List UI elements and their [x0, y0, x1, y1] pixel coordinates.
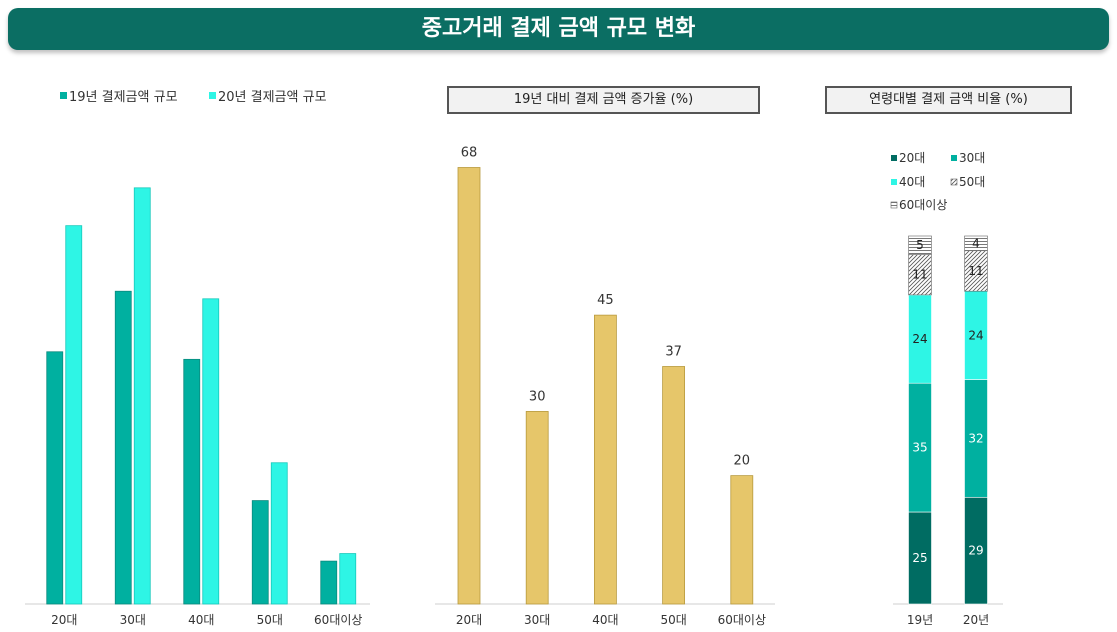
legend-label: 20대 [899, 151, 925, 165]
bar-20-4 [339, 553, 357, 605]
x-tick-label: 60대이상 [718, 613, 766, 627]
legend-label: 50대 [959, 175, 985, 189]
stack-label: 29 [968, 544, 983, 558]
stack-label: 35 [912, 441, 927, 455]
bar-20-0 [65, 225, 83, 605]
x-tick-label: 20대 [51, 613, 77, 627]
bar-19-4 [320, 560, 338, 605]
x-tick-label: 50대 [257, 613, 283, 627]
data-label: 20 [734, 454, 751, 469]
bar-19-0 [46, 351, 64, 605]
legend-label: 30대 [959, 151, 985, 165]
x-tick-label: 30대 [524, 613, 550, 627]
bar-20-3 [270, 462, 288, 605]
x-tick-label: 40대 [592, 613, 618, 627]
legend-label: 40대 [899, 175, 925, 189]
growth-bar-2 [594, 314, 617, 605]
data-label: 30 [529, 389, 546, 404]
data-label: 37 [665, 344, 682, 359]
legend-swatch [951, 155, 957, 161]
x-tick-label: 40대 [188, 613, 214, 627]
growth-bar-4 [730, 475, 754, 605]
x-tick-label: 19년 [907, 613, 933, 627]
x-tick-label: 30대 [120, 613, 146, 627]
legend-label: 20년 결제금액 규모 [218, 90, 327, 105]
x-tick-label: 50대 [660, 613, 686, 627]
legend-swatch [891, 179, 897, 185]
title-banner: 중고거래 결제 금액 규모 변화 [8, 8, 1109, 50]
legend-label: 60대이상 [899, 198, 947, 212]
x-tick-label: 20대 [456, 613, 482, 627]
ratio-chart-title: 연령대별 결제 금액 비율 (%) [825, 86, 1072, 114]
x-tick-label: 60대이상 [314, 613, 362, 627]
legend-swatch [60, 92, 67, 99]
stack-seg-outline [964, 235, 988, 252]
data-label: 68 [461, 146, 478, 161]
stack-label: 11 [968, 264, 983, 278]
bar-20-2 [202, 298, 220, 605]
stack-label: 24 [912, 332, 927, 346]
stack-label: 24 [968, 328, 983, 342]
bar-19-3 [251, 500, 269, 605]
stack-label: 4 [972, 236, 980, 250]
stack-label: 5 [916, 238, 924, 252]
legend-swatch [890, 201, 898, 209]
legend-swatch [950, 178, 958, 186]
bar-20-1 [133, 187, 151, 605]
growth-chart-title: 19년 대비 결제 금액 증가율 (%) [447, 86, 760, 114]
page-title: 중고거래 결제 금액 규모 변화 [421, 16, 696, 41]
x-tick-label: 20년 [963, 613, 989, 627]
growth-bar-0 [457, 167, 481, 605]
stack-label: 11 [912, 268, 927, 282]
bar-19-2 [183, 358, 201, 605]
stack-label: 25 [912, 551, 927, 565]
stack-seg-outline [908, 235, 932, 255]
legend-label: 19년 결제금액 규모 [69, 90, 178, 105]
growth-bar-3 [662, 366, 685, 605]
data-label: 45 [597, 293, 614, 308]
stack-label: 32 [968, 431, 983, 445]
growth-bar-1 [525, 411, 549, 605]
legend-swatch [209, 92, 216, 99]
bar-19-1 [114, 290, 132, 605]
legend-swatch [891, 155, 897, 161]
